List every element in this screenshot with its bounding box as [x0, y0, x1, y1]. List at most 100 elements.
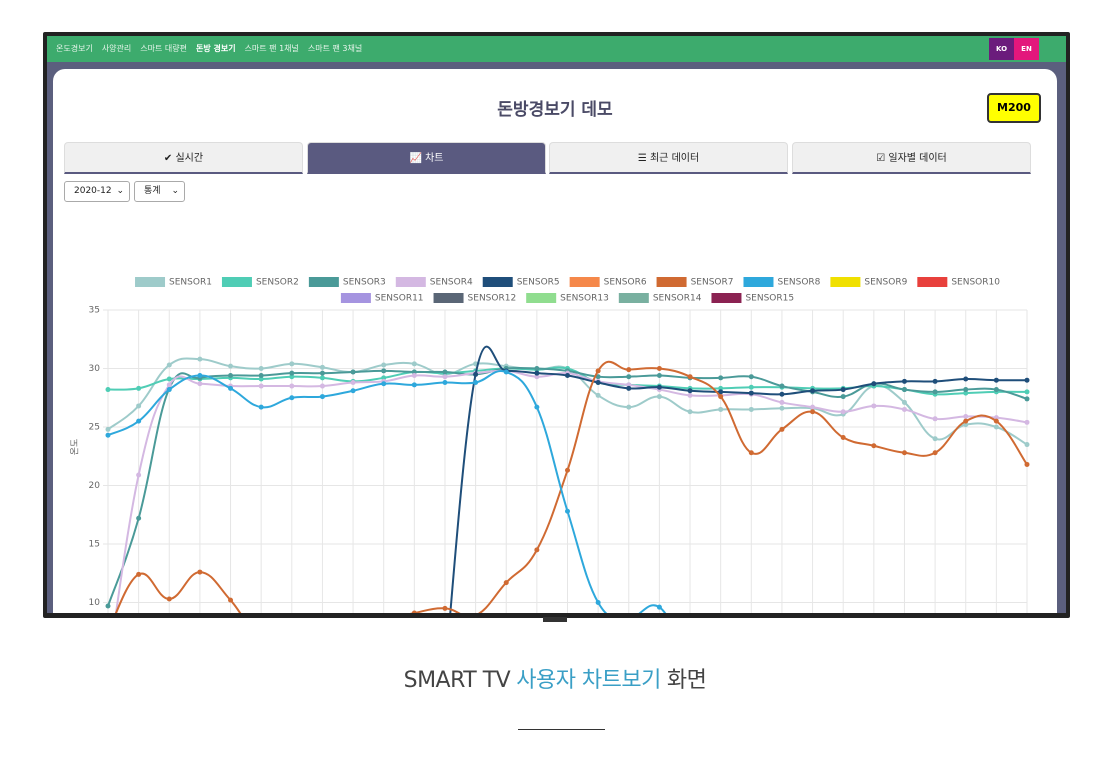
data-point	[932, 450, 938, 456]
legend-swatch	[433, 293, 464, 303]
data-point	[779, 399, 785, 405]
data-point	[687, 392, 693, 398]
legend-label: SENSOR8	[777, 278, 820, 288]
data-point	[411, 382, 417, 388]
data-point	[932, 378, 938, 384]
legend-swatch	[618, 293, 649, 303]
data-point	[319, 383, 325, 389]
tab-label: 최근 데이터	[649, 153, 700, 164]
data-point	[136, 515, 142, 521]
lang-en[interactable]: EN	[1014, 38, 1039, 60]
data-point	[258, 366, 264, 371]
nav-item[interactable]: 스마트 팬 3채널	[307, 44, 363, 53]
data-point	[442, 374, 448, 380]
data-point	[748, 374, 754, 380]
data-point	[319, 364, 325, 370]
series-line	[449, 345, 1028, 613]
data-point	[289, 374, 295, 380]
legend-item: SENSOR12	[433, 293, 516, 304]
legend-label: SENSOR10	[951, 278, 1000, 288]
data-point	[350, 369, 356, 375]
data-point	[166, 362, 172, 368]
data-point	[993, 418, 999, 424]
legend-swatch	[135, 277, 166, 287]
legend-label: SENSOR14	[653, 294, 702, 304]
nav-item[interactable]: 스마트 팬 1채널	[244, 44, 299, 53]
data-point	[473, 371, 479, 377]
data-point	[289, 395, 295, 401]
data-point	[319, 375, 325, 381]
legend-swatch	[830, 277, 861, 287]
data-point	[1024, 461, 1030, 467]
data-point	[963, 387, 969, 393]
data-point	[258, 376, 264, 382]
data-point	[871, 403, 877, 409]
month-select[interactable]: 2020-12 ⌄	[64, 181, 130, 202]
data-point	[381, 368, 387, 374]
data-point	[748, 450, 754, 456]
nav-item[interactable]: 온도경보기	[56, 44, 93, 53]
tab[interactable]: 📈 차트	[307, 142, 546, 174]
data-point	[289, 361, 295, 367]
select-value: 2020-12	[74, 186, 112, 196]
data-point	[871, 381, 877, 387]
legend-label: SENSOR3	[343, 278, 386, 288]
legend-item: SENSOR9	[830, 277, 908, 288]
legend-swatch	[221, 277, 252, 287]
icon: ✔	[163, 153, 176, 164]
data-point	[289, 383, 295, 389]
data-point	[595, 392, 601, 398]
nav-item[interactable]: 스마트 대량편	[140, 44, 187, 53]
data-point	[656, 373, 662, 379]
data-point	[1024, 389, 1030, 395]
data-point	[350, 388, 356, 394]
data-point	[1024, 377, 1030, 383]
data-point	[166, 596, 172, 602]
data-point	[534, 374, 540, 380]
data-point	[963, 418, 969, 424]
data-point	[656, 366, 662, 371]
data-point	[411, 361, 417, 367]
caption-text: SMART TV	[403, 668, 511, 693]
data-point	[442, 380, 448, 386]
page-title: 돈방경보기 데모	[497, 100, 613, 120]
tab[interactable]: ✔ 실시간	[64, 142, 303, 174]
nav-item[interactable]: 돈방 경보기	[195, 44, 236, 53]
tab-label: 차트	[425, 153, 444, 164]
nav-item[interactable]: 사양관리	[101, 44, 132, 53]
y-tick-label: 20	[89, 481, 101, 491]
data-point	[228, 385, 234, 391]
legend-swatch	[308, 277, 339, 287]
data-point	[166, 382, 172, 388]
y-tick-label: 10	[89, 598, 101, 608]
data-point	[228, 373, 234, 379]
tab[interactable]: ☑ 일자별 데이터	[792, 142, 1031, 174]
data-point	[197, 373, 203, 379]
data-point	[932, 436, 938, 442]
y-tick-label: 25	[89, 423, 100, 433]
data-point	[565, 373, 570, 379]
divider	[518, 729, 605, 730]
legend-swatch	[395, 277, 426, 287]
data-point	[718, 375, 724, 381]
data-point	[166, 376, 172, 382]
legend-swatch	[711, 293, 742, 303]
data-point	[565, 467, 570, 473]
data-point	[687, 388, 693, 394]
legend-item: SENSOR11	[340, 293, 424, 304]
data-point	[166, 387, 172, 393]
data-point	[381, 375, 387, 381]
tab[interactable]: ☰ 최근 데이터	[549, 142, 788, 174]
data-point	[197, 381, 203, 387]
data-point	[1024, 396, 1030, 402]
data-point	[626, 382, 632, 388]
legend-item: SENSOR15	[711, 293, 794, 304]
lang-ko[interactable]: KO	[989, 38, 1014, 60]
mode-select[interactable]: 통계 ⌄	[134, 181, 185, 202]
legend-label: SENSOR13	[560, 294, 609, 304]
data-point	[963, 376, 969, 382]
tv-stand	[543, 617, 567, 622]
data-point	[748, 384, 754, 390]
data-point	[810, 388, 816, 394]
